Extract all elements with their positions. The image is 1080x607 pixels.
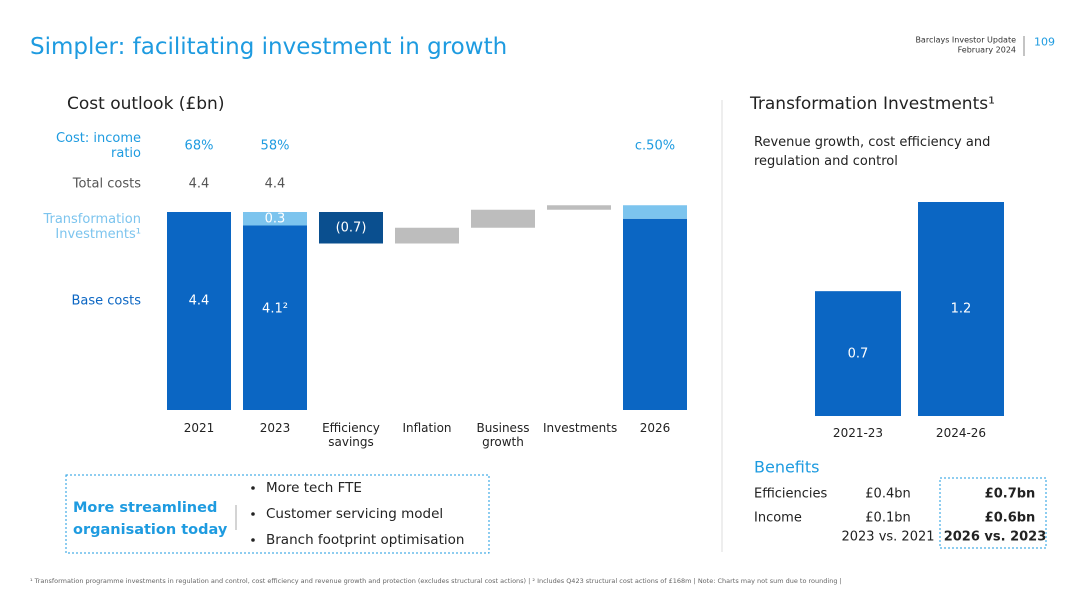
legend-label: Base costs — [71, 293, 141, 309]
chart-title: Cost outlook (£bn) — [67, 94, 225, 114]
value-label: (0.7) — [335, 220, 367, 236]
legend-label: Transformation Investments¹ — [43, 212, 141, 242]
x-tick-label: 2024-26 — [935, 426, 987, 440]
bar-segment — [623, 205, 687, 219]
benefit-label: Efficiencies — [754, 486, 828, 502]
bar-segment — [243, 212, 307, 226]
chart-title: Transformation Investments¹ — [750, 94, 995, 114]
x-tick-label: 2021-23 — [832, 426, 884, 440]
bar-segment — [167, 212, 231, 410]
value-label: 4.4 — [188, 293, 210, 309]
bar — [918, 202, 1004, 416]
x-tick-label: Inflation — [402, 421, 452, 435]
slide-title: Simpler: facilitating investment in grow… — [30, 34, 508, 60]
value-label: 4.1² — [262, 301, 288, 317]
x-tick-label: 2023 — [259, 421, 291, 435]
step-bar — [395, 227, 459, 244]
row-label: Total costs — [72, 176, 141, 192]
value-label: 0.7 — [847, 346, 869, 362]
bar-segment — [623, 218, 687, 410]
source: Barclays Investor Update — [915, 35, 1016, 45]
benefit-value: £0.6bn — [984, 510, 1036, 526]
date: February 2024 — [957, 45, 1016, 55]
benefit-value: £0.4bn — [865, 486, 911, 502]
benefit-value: £0.7bn — [984, 486, 1036, 502]
benefit-value: £0.1bn — [865, 510, 911, 526]
row-label: Cost: income ratio — [55, 131, 141, 161]
column-label: 2026 vs. 2023 — [943, 529, 1047, 545]
row-value: 68% — [184, 138, 214, 154]
bar-segment — [243, 225, 307, 410]
x-tick-label: Investments — [543, 421, 618, 435]
x-tick-label: 2026 — [639, 421, 671, 435]
footnote: ¹ Transformation programme investments i… — [30, 577, 842, 585]
bullet-dot — [251, 538, 255, 542]
callout-title: More streamlined organisation today — [73, 500, 228, 538]
bullet: More tech FTE — [266, 480, 362, 496]
callout-box — [65, 474, 490, 554]
bar — [815, 291, 901, 416]
row-value: 58% — [260, 138, 290, 154]
row-value: c.50% — [634, 138, 676, 154]
bullet-dot — [251, 486, 255, 490]
bullet-dot — [251, 512, 255, 516]
step-bar — [471, 209, 535, 228]
row-value: 4.4 — [188, 176, 210, 192]
highlight-box — [939, 477, 1047, 549]
step-bar — [547, 205, 611, 210]
row-value: 4.4 — [264, 176, 286, 192]
bullet: Customer servicing model — [266, 506, 444, 522]
chart-subtitle: Revenue growth, cost efficiency and regu… — [754, 135, 991, 169]
value-label: 1.2 — [950, 301, 972, 317]
page-number: 109 — [1034, 35, 1055, 49]
x-tick-label: Business growth — [476, 421, 530, 449]
step-bar — [319, 212, 383, 244]
x-tick-label: Efficiency savings — [322, 421, 380, 449]
bullet: Branch footprint optimisation — [266, 532, 465, 548]
benefit-label: Income — [754, 510, 802, 526]
column-label: 2023 vs. 2021 — [841, 529, 935, 545]
x-tick-label: 2021 — [183, 421, 215, 435]
benefits-title: Benefits — [754, 457, 820, 477]
value-label: 0.3 — [264, 211, 286, 227]
